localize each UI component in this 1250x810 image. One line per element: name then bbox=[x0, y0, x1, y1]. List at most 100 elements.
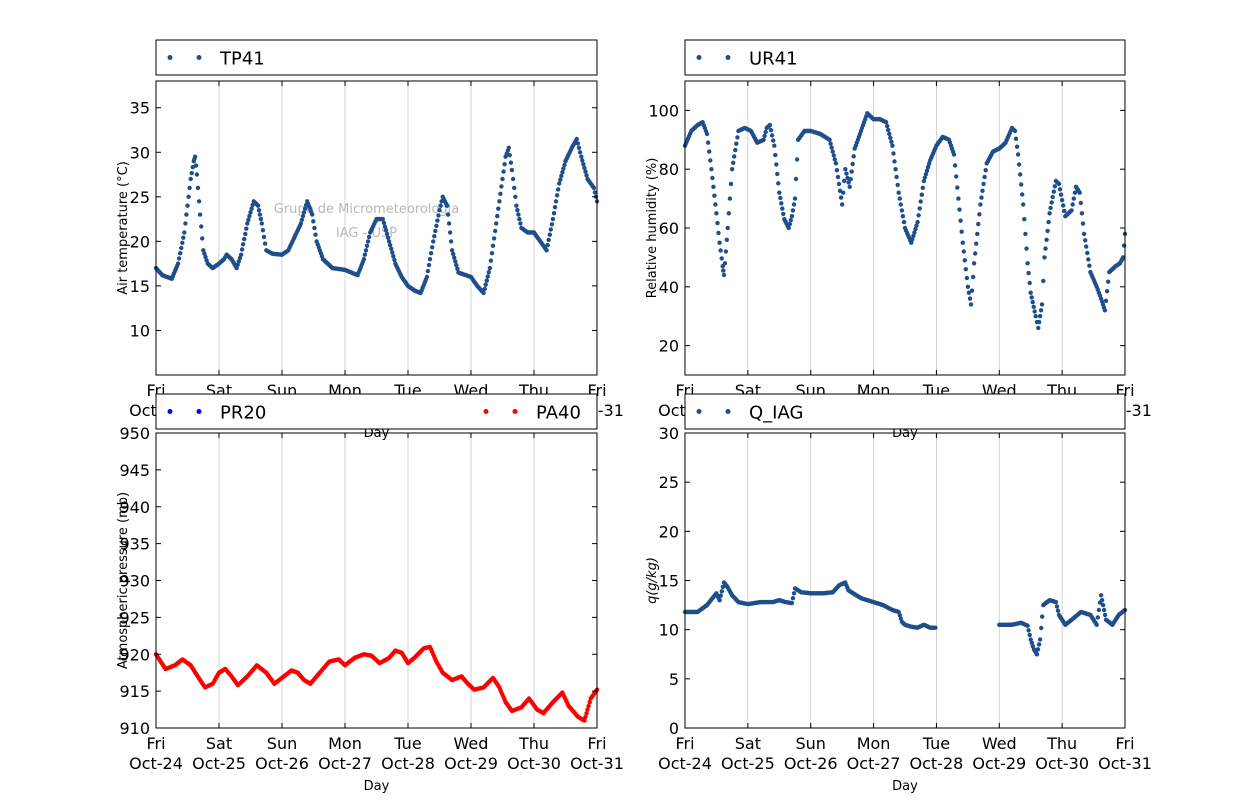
data-point bbox=[1026, 270, 1031, 276]
data-point bbox=[1037, 314, 1043, 319]
legend-label: PA40 bbox=[536, 403, 581, 424]
data-point bbox=[513, 194, 518, 199]
data-point bbox=[300, 213, 306, 219]
data-point bbox=[891, 151, 896, 156]
data-point bbox=[914, 223, 919, 228]
data-point bbox=[926, 161, 932, 166]
data-point bbox=[833, 161, 839, 166]
data-point bbox=[313, 232, 318, 237]
data-point bbox=[1061, 203, 1066, 208]
data-point bbox=[732, 154, 737, 159]
data-point bbox=[917, 206, 922, 211]
x-tick-label-day: Tue bbox=[393, 734, 421, 753]
data-point bbox=[1087, 263, 1092, 268]
data-point bbox=[482, 286, 487, 292]
x-tick-label-day: Fri bbox=[146, 734, 165, 753]
data-point bbox=[426, 262, 432, 268]
data-point bbox=[705, 140, 711, 145]
legend-marker bbox=[483, 409, 489, 414]
data-point bbox=[850, 161, 855, 167]
data-point bbox=[1044, 237, 1049, 242]
x-tick-label-day: Mon bbox=[328, 734, 362, 753]
data-point bbox=[978, 202, 983, 207]
data-point bbox=[1028, 290, 1033, 295]
legend-label: Q_IAG bbox=[749, 403, 803, 424]
data-point bbox=[775, 171, 780, 177]
y-axis-label: Air temperature (°C) bbox=[116, 161, 131, 295]
data-point bbox=[957, 207, 962, 212]
data-point bbox=[380, 216, 385, 222]
y-tick-label: 10 bbox=[659, 621, 679, 640]
legend-label: TP41 bbox=[219, 49, 265, 70]
series-Q_IAG bbox=[682, 580, 1128, 657]
data-point bbox=[517, 216, 522, 222]
data-point bbox=[734, 141, 739, 146]
data-point bbox=[898, 202, 903, 207]
data-point bbox=[965, 284, 971, 289]
data-point bbox=[575, 141, 581, 146]
data-point bbox=[189, 170, 194, 176]
data-point bbox=[501, 169, 506, 174]
x-tick-label-date: Oct-24 bbox=[658, 754, 712, 773]
data-point bbox=[1098, 593, 1104, 598]
data-point bbox=[956, 196, 961, 201]
data-point bbox=[975, 231, 980, 237]
data-point bbox=[580, 158, 585, 163]
data-point bbox=[773, 152, 778, 158]
data-point bbox=[724, 237, 729, 242]
data-point bbox=[1025, 261, 1030, 266]
data-point bbox=[1103, 298, 1109, 303]
data-point bbox=[717, 240, 722, 245]
data-point bbox=[245, 221, 250, 226]
data-point bbox=[793, 176, 799, 182]
data-point bbox=[725, 225, 730, 231]
data-point bbox=[195, 185, 201, 191]
data-point bbox=[715, 220, 720, 226]
data-point bbox=[509, 167, 515, 173]
y-tick-label: 20 bbox=[659, 337, 679, 356]
data-point bbox=[717, 598, 722, 603]
data-point bbox=[780, 206, 785, 211]
data-point bbox=[512, 185, 517, 191]
data-point bbox=[1121, 243, 1127, 248]
data-point bbox=[576, 145, 582, 150]
data-point bbox=[243, 231, 248, 237]
data-point bbox=[1072, 190, 1078, 195]
data-point bbox=[1038, 308, 1044, 313]
data-point bbox=[494, 221, 499, 226]
data-point bbox=[980, 188, 985, 193]
y-axis-label: Atmospheric pressure (mb) bbox=[116, 492, 131, 669]
data-point bbox=[549, 222, 555, 227]
data-point bbox=[592, 190, 598, 195]
data-point bbox=[1037, 637, 1043, 642]
data-point bbox=[508, 160, 514, 165]
data-point bbox=[791, 202, 797, 207]
data-point bbox=[722, 261, 728, 266]
data-point bbox=[1101, 607, 1107, 613]
data-point bbox=[579, 154, 584, 159]
data-point bbox=[559, 173, 564, 179]
data-point bbox=[1040, 614, 1045, 619]
data-point bbox=[837, 188, 843, 193]
data-point bbox=[362, 252, 368, 257]
data-point bbox=[1096, 607, 1102, 613]
data-point bbox=[792, 196, 798, 201]
data-point bbox=[1027, 632, 1032, 638]
data-point bbox=[493, 228, 498, 234]
data-point bbox=[952, 163, 958, 168]
data-point bbox=[974, 241, 979, 246]
data-point bbox=[554, 193, 560, 198]
x-tick-label-date: Oct-31 bbox=[570, 754, 624, 773]
data-point bbox=[828, 141, 833, 146]
x-tick-label-day: Fri bbox=[587, 734, 606, 753]
data-point bbox=[901, 219, 907, 225]
y-tick-label: 10 bbox=[130, 321, 150, 340]
data-point bbox=[969, 288, 975, 293]
data-point bbox=[762, 133, 767, 139]
data-point bbox=[448, 239, 454, 244]
data-point bbox=[900, 214, 906, 219]
data-point bbox=[433, 228, 438, 234]
data-point bbox=[955, 185, 960, 190]
data-point bbox=[386, 239, 392, 244]
data-point bbox=[1016, 162, 1022, 167]
